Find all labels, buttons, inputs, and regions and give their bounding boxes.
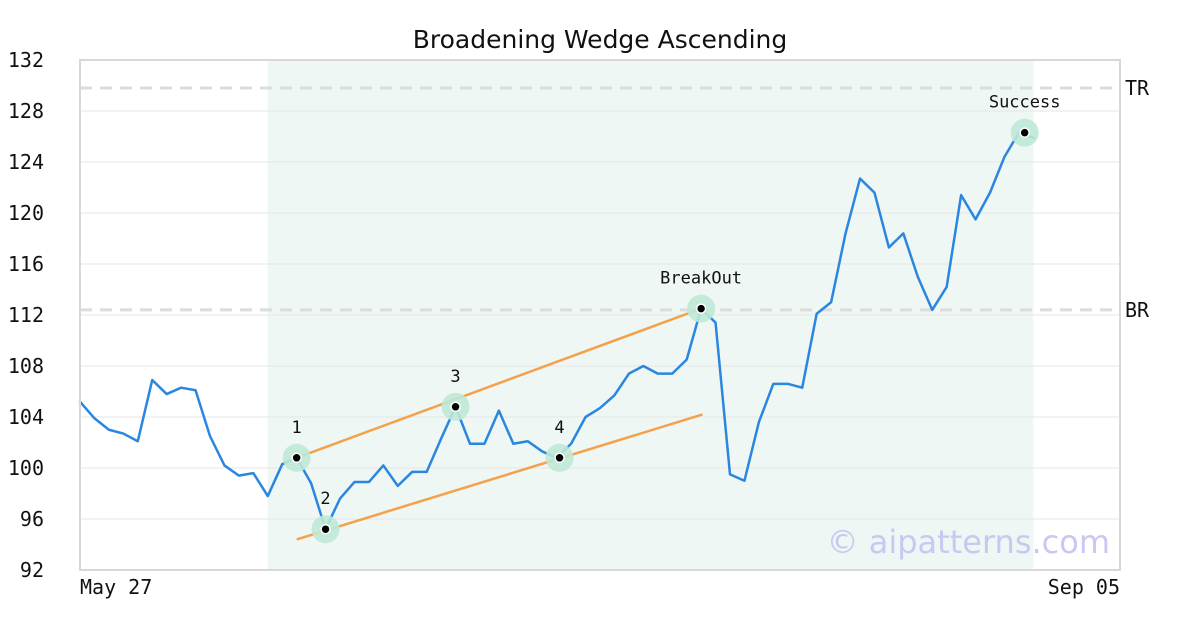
levels-layer: TR BR xyxy=(80,76,1150,322)
marker-dot-success xyxy=(1019,127,1030,138)
marker-dot-4 xyxy=(554,452,565,464)
y-tick-label: 124 xyxy=(8,150,44,174)
point-label-success: Success xyxy=(989,93,1061,113)
trend-lines-layer xyxy=(296,307,703,541)
y-tick-label: 120 xyxy=(8,201,44,225)
lower-wedge-line xyxy=(296,413,703,541)
marker-dot-breakout xyxy=(695,303,707,314)
frame-layer xyxy=(79,59,1121,571)
y-tick-label: 92 xyxy=(20,558,44,582)
y-tick-label: 104 xyxy=(8,405,44,429)
markers-layer: 1 2 3 4 BreakOut Success xyxy=(282,93,1061,544)
y-tick-label: 112 xyxy=(8,303,44,327)
point-label-3: 3 xyxy=(450,367,460,387)
watermark-text: © aipatterns.com xyxy=(827,523,1110,561)
point-label-4: 4 xyxy=(554,418,564,438)
marker-dot-3 xyxy=(450,401,461,413)
y-tick-label: 116 xyxy=(8,252,44,276)
point-label-1: 1 xyxy=(292,418,302,438)
x-tick-label-start: May 27 xyxy=(80,575,152,599)
chart-title: Broadening Wedge Ascending xyxy=(413,25,788,54)
level-label-tr: TR xyxy=(1125,76,1150,100)
upper-wedge-line xyxy=(296,307,702,459)
y-tick-label: 96 xyxy=(20,507,44,531)
x-tick-label-end: Sep 05 xyxy=(1048,575,1120,599)
marker-dot-1 xyxy=(291,452,302,464)
y-tick-label: 100 xyxy=(8,456,44,480)
y-tick-label: 132 xyxy=(8,48,44,72)
marker-dot-2 xyxy=(320,523,331,535)
y-tick-label: 108 xyxy=(8,354,44,378)
plot-frame xyxy=(79,59,1121,571)
level-label-br: BR xyxy=(1125,298,1150,322)
point-label-breakout: BreakOut xyxy=(660,269,742,289)
y-tick-label: 128 xyxy=(8,99,44,123)
point-label-2: 2 xyxy=(320,489,330,509)
